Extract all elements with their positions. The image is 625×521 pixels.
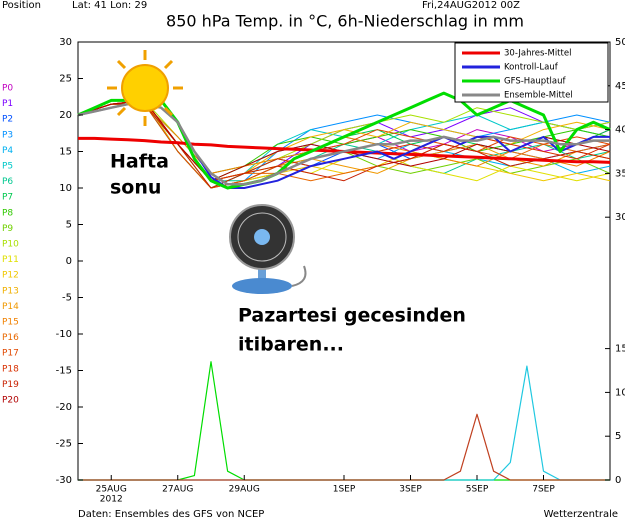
y2-tick-label: 50 [615,37,625,48]
y-tick-label: -5 [62,293,72,304]
annotation: sonu [110,177,161,199]
y-tick-label: -30 [56,475,72,486]
member-label: P10 [2,240,19,250]
x-year-label: 2012 [100,495,123,505]
precip-line [78,365,610,481]
y-tick-label: -10 [56,329,72,340]
member-label: P18 [2,364,19,374]
annotation: itibaren... [238,334,344,356]
y-tick-label: 10 [59,183,72,194]
y2-tick-label: 30 [615,212,625,223]
y-tick-label: 25 [59,74,72,85]
y-tick-label: -20 [56,402,72,413]
y2-tick-label: 15 [615,344,625,355]
member-line [77,103,611,189]
member-label: P12 [2,271,19,281]
series-line [77,102,610,186]
member-label: P13 [2,286,19,296]
header-position: Position [2,0,41,11]
header-run: Fri,24AUG2012 00Z [422,0,520,11]
member-label: P6 [2,177,13,187]
member-label: P0 [2,84,13,94]
x-tick-label: 25AUG [96,485,127,495]
member-label: P16 [2,333,19,343]
sun-icon [107,50,183,126]
member-label: P5 [2,162,13,172]
precip-line [78,413,610,481]
legend: 30-Jahres-Mittel Kontroll-Lauf GFS-Hauptla… [454,42,609,103]
x-tick-label: 5SEP [466,485,489,495]
member-label: P7 [2,193,13,203]
y-tick-label: 20 [59,110,72,121]
header-latlon: Lat: 41 Lon: 29 [72,0,147,11]
y-tick-label: -15 [56,366,72,377]
y2-tick-label: 45 [615,81,625,92]
y2-tick-label: 10 [615,387,625,398]
x-tick-label: 7SEP [532,485,555,495]
chart-title: 850 hPa Temp. in °C, 6h-Niederschlag in … [166,12,524,31]
y-tick-label: 30 [59,37,72,48]
member-label: P3 [2,130,13,140]
legend-label: 30-Jahres-Mittel [504,49,571,59]
member-label: P4 [2,146,13,156]
footer-right: Wetterzentrale [544,509,618,520]
x-tick-label: 1SEP [333,485,356,495]
member-label: P15 [2,318,19,328]
member-label: P17 [2,349,19,359]
y2-tick-label: 40 [615,125,625,136]
y-tick-label: 0 [66,256,72,267]
footer-left: Daten: Ensembles des GFS von NCEP [78,509,264,520]
member-label: P9 [2,224,13,234]
member-label: P1 [2,99,13,109]
annotation: Hafta [110,151,169,173]
x-tick-label: 27AUG [162,485,193,495]
y-tick-label: 15 [59,147,72,158]
member-label: P14 [2,302,19,312]
x-tick-label: 3SEP [399,485,422,495]
precip-line [78,361,610,481]
y-tick-label: -25 [56,439,72,450]
member-line [77,103,611,189]
legend-label: Kontroll-Lauf [504,63,559,73]
member-label: P19 [2,380,19,390]
legend-label: GFS-Hauptlauf [504,77,566,87]
y2-tick-label: 35 [615,168,625,179]
y-tick-label: 5 [66,220,72,231]
member-label: P2 [2,115,13,125]
legend-label: Ensemble-Mittel [504,91,573,101]
member-label: P11 [2,255,19,265]
annotation: Pazartesi gecesinden [238,305,466,327]
member-label: P8 [2,208,13,218]
fan-icon [229,204,307,294]
y2-tick-label: 0 [615,475,621,486]
member-label: P20 [2,396,19,406]
y2-tick-label: 5 [615,431,621,442]
x-tick-label: 29AUG [229,485,260,495]
